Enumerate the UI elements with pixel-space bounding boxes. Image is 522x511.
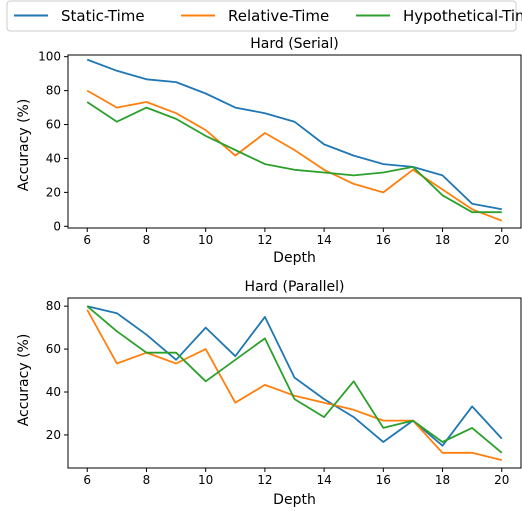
series-line-static-time	[86, 305, 503, 447]
y-axis-label: Accuracy (%)	[16, 334, 32, 427]
legend-frame	[6, 0, 517, 32]
y-tick-label: 40	[46, 385, 61, 399]
legend-label-hypothetical-time: Hypothetical-Time	[403, 7, 522, 25]
series-line-static-time	[86, 58, 502, 211]
legend-label-relative-time: Relative-Time	[228, 7, 329, 25]
y-tick-label: 20	[46, 428, 61, 442]
x-tick-label: 20	[494, 233, 509, 247]
y-tick-label: 60	[46, 118, 61, 132]
x-tick-label: 16	[376, 233, 391, 247]
x-tick-label: 20	[494, 473, 509, 487]
tick-group: 6 8 10 12 14 16 18 20 20 40 60 80	[46, 299, 510, 487]
y-tick-label: 80	[46, 84, 61, 98]
series-line-relative-time	[86, 309, 503, 461]
y-tick-label: 0	[53, 219, 61, 233]
series-line-hypothetical-time	[86, 101, 502, 214]
x-tick-label: 14	[316, 233, 331, 247]
plot-frame	[67, 54, 522, 229]
x-tick-label: 14	[316, 473, 331, 487]
x-tick-label: 10	[198, 233, 213, 247]
line-group	[86, 58, 503, 222]
legend-label-static-time: Static-Time	[61, 7, 145, 25]
plot-frame	[67, 297, 522, 469]
x-tick-label: 8	[143, 473, 151, 487]
y-tick-label: 80	[46, 299, 61, 313]
y-tick-label: 100	[38, 50, 61, 64]
x-tick-label: 18	[435, 473, 450, 487]
x-tick-label: 8	[143, 233, 151, 247]
legend: Static-Time Relative-Time Hypothetical-T…	[6, 0, 522, 32]
x-tick-label: 16	[376, 473, 391, 487]
y-axis-label: Accuracy (%)	[16, 99, 32, 192]
y-tick-label: 40	[46, 151, 61, 165]
x-tick-label: 18	[435, 233, 450, 247]
chart-title: Hard (Serial)	[250, 36, 339, 52]
x-tick-label: 6	[83, 473, 91, 487]
series-line-relative-time	[86, 89, 503, 222]
x-tick-label: 10	[198, 473, 213, 487]
x-axis-label: Depth	[273, 492, 316, 508]
x-axis-label: Depth	[273, 250, 316, 266]
x-tick-label: 12	[257, 473, 272, 487]
y-tick-label: 60	[46, 342, 61, 356]
x-tick-label: 12	[257, 233, 272, 247]
chart-hard-parallel: Hard (Parallel) Accuracy (%) Depth 6 8 10 1…	[16, 279, 522, 508]
chart-title: Hard (Parallel)	[245, 279, 345, 295]
series-line-hypothetical-time	[86, 305, 503, 454]
x-tick-label: 6	[83, 233, 91, 247]
tick-group: 6 8 10 12 14 16 18 20 0 20 40 60 80 100	[38, 50, 509, 247]
y-tick-label: 20	[46, 185, 61, 199]
chart-hard-serial: Hard (Serial) Accuracy (%) Depth 6 8 10 12 1…	[16, 36, 522, 266]
line-group	[86, 305, 503, 461]
